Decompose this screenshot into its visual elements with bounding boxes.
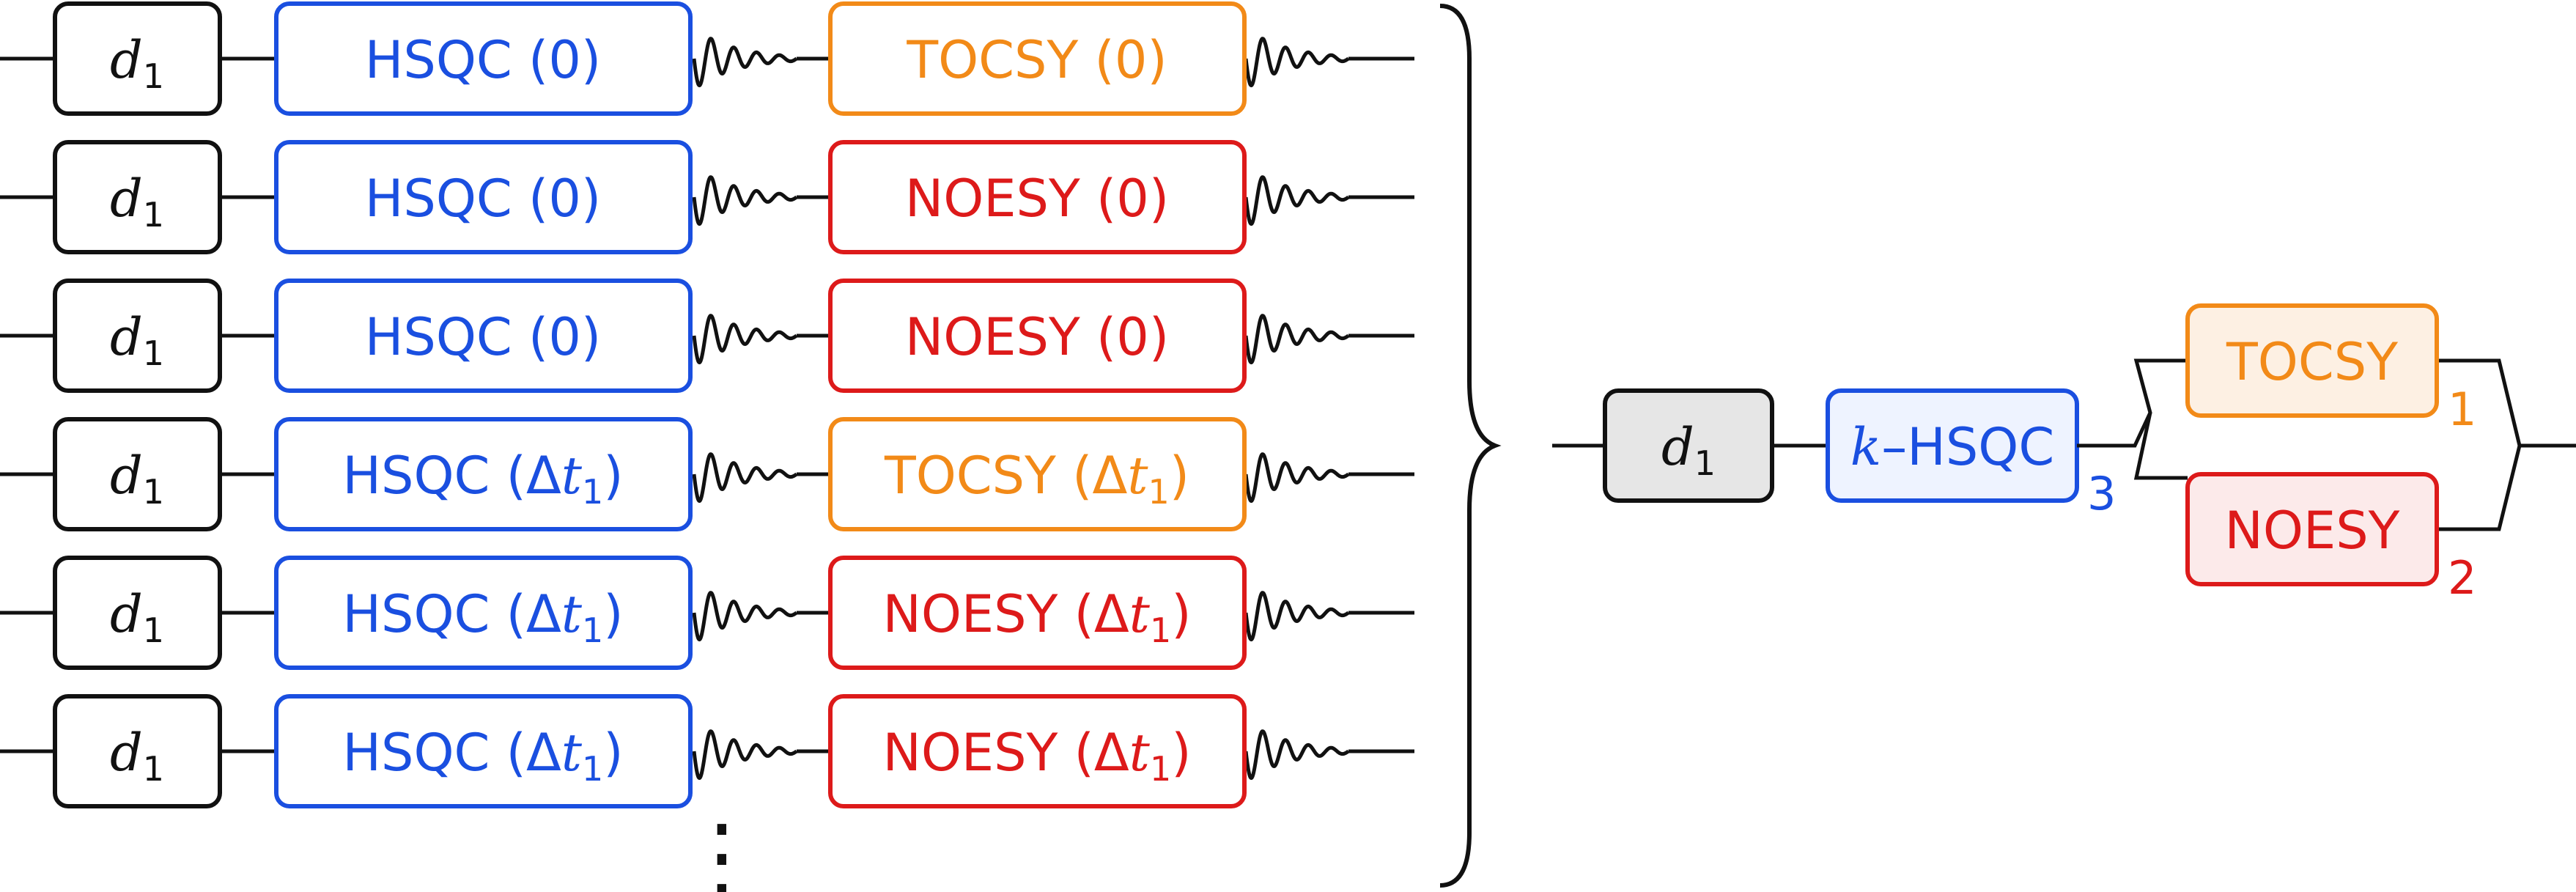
delay-label: d1: [110, 446, 164, 512]
continuation-dots: ⋮: [678, 806, 766, 892]
sequence-row: d1 HSQC (0) TOCSY (0): [0, 1, 1414, 116]
delay-label: d1: [110, 584, 164, 650]
tocsy-repeat-count: 1: [2448, 383, 2476, 436]
experiment-rows: d1 HSQC (0) TOCSY (0)d1 HSQC (0) NOESY (0)d1…: [0, 1, 1414, 808]
sequence-row: d1 HSQC (Δt1) NOESY (Δt1): [0, 556, 1414, 670]
k-hsqc-label: k–HSQC: [1850, 417, 2054, 477]
branch-upper: [2077, 358, 2188, 448]
delay-label: d1: [110, 169, 164, 235]
noesy-label: NOESY: [2225, 501, 2400, 561]
fid-wave: [692, 452, 798, 504]
hsqc-repeat-count: 3: [2087, 467, 2116, 520]
delay-box: [53, 279, 222, 393]
hsqc-box: [274, 556, 693, 670]
noesy-label: NOESY (0): [905, 307, 1169, 367]
hsqc-box: [274, 279, 693, 393]
hsqc-label: HSQC (Δt1): [342, 723, 623, 789]
tocsy-box: [828, 1, 1247, 116]
hsqc-label: HSQC (0): [365, 169, 601, 229]
hsqc-label: HSQC (0): [365, 307, 601, 367]
delay-box: [53, 694, 222, 808]
delay-label: d1: [110, 723, 164, 789]
grouping-brace: [1439, 4, 1502, 888]
fid-wave: [692, 591, 798, 642]
fid-wave: [692, 314, 798, 365]
hsqc-label: HSQC (Δt1): [342, 446, 623, 512]
noesy-box: [828, 140, 1247, 254]
sequence-row: d1 HSQC (0) NOESY (0): [0, 140, 1414, 254]
noesy-box: [828, 556, 1247, 670]
branch-lower: [2133, 412, 2188, 480]
tocsy-box: [2185, 303, 2439, 418]
noesy-box: [828, 279, 1247, 393]
fid-wave: [1244, 729, 1350, 781]
noesy-label: NOESY (Δt1): [882, 723, 1191, 789]
sequence-row: d1 HSQC (0) NOESY (0): [0, 279, 1414, 393]
hsqc-box: [274, 417, 693, 531]
hsqc-box: [274, 694, 693, 808]
compact-sequence: d1 k–HSQC 3 TOCSY 1 NOESY 2: [1552, 303, 2576, 605]
fid-wave: [1244, 37, 1350, 88]
noesy-label: NOESY (Δt1): [882, 584, 1191, 650]
delay-label: d1: [1661, 417, 1716, 483]
delay-box: [53, 140, 222, 254]
hsqc-box: [274, 140, 693, 254]
fid-wave: [692, 37, 798, 88]
delay-label: d1: [110, 307, 164, 373]
fid-wave: [1244, 314, 1350, 365]
hsqc-box: [274, 1, 693, 116]
delay-box: [53, 556, 222, 670]
tocsy-label: TOCSY (0): [906, 30, 1167, 90]
noesy-repeat-count: 2: [2448, 551, 2476, 605]
sequence-row: d1 HSQC (Δt1) NOESY (Δt1): [0, 694, 1414, 808]
sequence-row: d1 HSQC (Δt1) TOCSY (Δt1): [0, 417, 1414, 531]
delay-label: d1: [110, 30, 164, 96]
noesy-label: NOESY (0): [905, 169, 1169, 229]
fid-wave: [1244, 452, 1350, 504]
fid-wave: [1244, 175, 1350, 226]
noesy-box: [2185, 472, 2439, 586]
fid-wave: [692, 729, 798, 781]
tocsy-label: TOCSY (Δt1): [884, 446, 1189, 512]
delay-box: [53, 1, 222, 116]
fid-wave: [692, 175, 798, 226]
tocsy-label: TOCSY: [2226, 332, 2398, 392]
hsqc-label: HSQC (Δt1): [342, 584, 623, 650]
delay-box: [53, 417, 222, 531]
hsqc-label: HSQC (0): [365, 30, 601, 90]
fid-wave: [1244, 591, 1350, 642]
tocsy-box: [828, 417, 1247, 531]
noesy-box: [828, 694, 1247, 808]
